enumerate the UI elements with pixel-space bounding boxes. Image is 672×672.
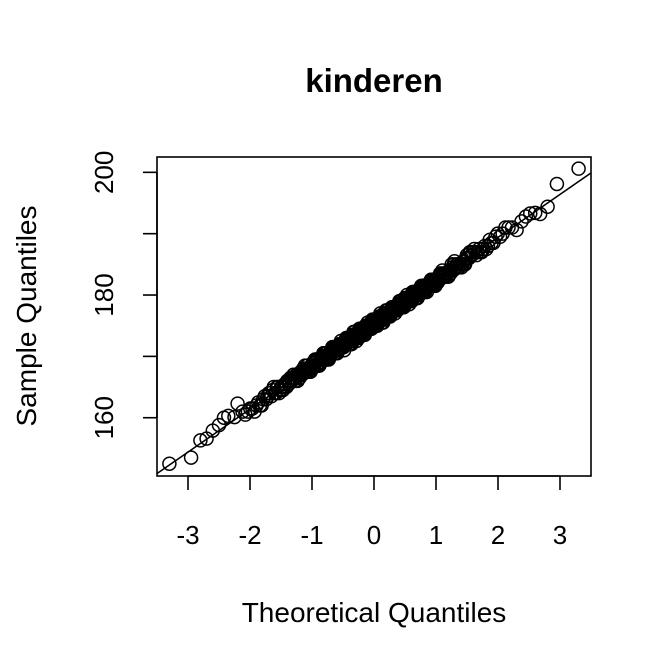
data-point bbox=[488, 229, 503, 244]
y-tick-label: 180 bbox=[89, 273, 119, 316]
y-axis: 160 180 200 bbox=[89, 151, 158, 439]
data-point bbox=[532, 206, 548, 222]
data-point bbox=[549, 176, 565, 192]
x-tick-label: -1 bbox=[300, 520, 323, 550]
x-tick-label: 3 bbox=[553, 520, 567, 550]
data-point bbox=[162, 456, 177, 471]
data-point bbox=[193, 433, 208, 448]
data-point bbox=[230, 396, 245, 411]
data-point bbox=[227, 409, 242, 425]
chart-title: kinderen bbox=[305, 62, 443, 99]
data-point bbox=[540, 199, 555, 214]
x-tick-label: -2 bbox=[238, 520, 261, 550]
data-point bbox=[235, 404, 250, 419]
data-point bbox=[501, 220, 516, 235]
data-point bbox=[518, 209, 534, 224]
data-point bbox=[183, 450, 199, 465]
x-tick-label: 2 bbox=[491, 520, 505, 550]
data-point bbox=[221, 408, 236, 424]
y-tick-label: 200 bbox=[89, 151, 119, 194]
x-axis-label: Theoretical Quantiles bbox=[242, 597, 507, 628]
y-axis-label: Sample Quantiles bbox=[11, 205, 42, 426]
points-layer bbox=[162, 161, 586, 471]
x-tick-label: 0 bbox=[367, 520, 381, 550]
data-point bbox=[211, 417, 227, 433]
x-tick-label: 1 bbox=[429, 520, 443, 550]
data-point bbox=[509, 222, 524, 238]
x-axis: -3 -2 -1 0 1 2 3 bbox=[176, 475, 567, 550]
data-point bbox=[522, 206, 538, 221]
x-tick-label: -3 bbox=[176, 520, 199, 550]
data-point bbox=[571, 161, 586, 176]
y-tick-label: 160 bbox=[89, 396, 119, 439]
data-point bbox=[514, 214, 529, 229]
